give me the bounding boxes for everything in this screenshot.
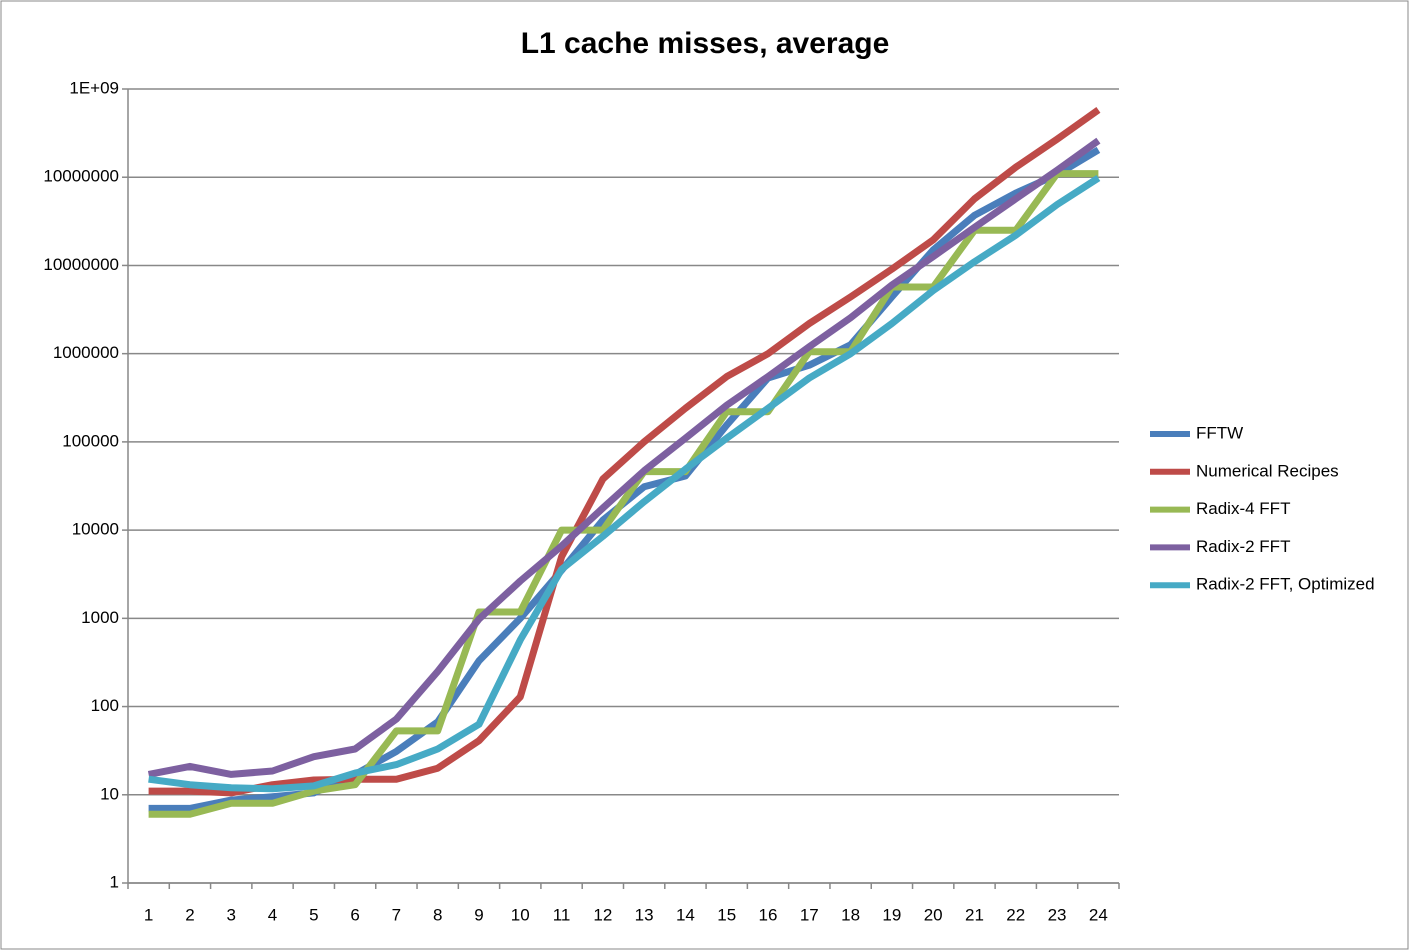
legend-label: Radix-2 FFT, Optimized [1196,575,1375,594]
x-tick-label: 4 [268,905,277,924]
x-tick-label: 2 [185,905,194,924]
series-line [147,137,1101,778]
x-tick-label: 6 [350,905,359,924]
chart-title: L1 cache misses, average [521,27,890,60]
y-tick-label: 10000 [72,520,119,539]
x-tick-label: 13 [635,905,654,924]
x-tick-label: 16 [759,905,778,924]
x-tick-label: 11 [553,905,571,924]
y-tick-label: 10 [100,784,119,803]
series-line [148,175,1101,793]
x-tick-label: 14 [676,905,695,924]
y-tick-label: 1000000 [53,343,119,362]
y-tick-label: 10000000 [43,167,119,186]
x-tick-label: 8 [433,905,442,924]
y-tick-label: 100 [91,696,119,715]
x-tick-label: 20 [924,905,943,924]
x-tick-label: 21 [965,905,984,924]
y-tick-label: 1 [110,872,119,891]
x-tick-label: 7 [392,905,401,924]
x-tick-label: 5 [309,905,318,924]
x-tick-label: 19 [882,905,901,924]
x-tick-label: 1 [144,905,153,924]
x-tick-label: 10 [511,905,530,924]
x-tick-label: 23 [1048,905,1067,924]
legend-label: Radix-2 FFT [1196,537,1290,556]
x-tick-label: 15 [717,905,736,924]
y-tick-label: 1000 [81,608,119,627]
y-tick-label: 1E+09 [69,78,119,97]
y-tick-label: 10000000 [43,255,119,274]
x-tick-label: 3 [226,905,235,924]
x-tick-label: 18 [841,905,860,924]
x-tick-label: 12 [593,905,612,924]
legend-label: Radix-4 FFT [1196,499,1290,518]
series-line [148,107,1101,797]
series-line [148,170,1099,818]
x-tick-label: 24 [1089,905,1108,924]
legend-label: FFTW [1196,423,1243,442]
x-tick-label: 22 [1006,905,1025,924]
x-tick-label: 9 [474,905,483,924]
y-tick-label: 100000 [62,431,119,450]
x-tick-label: 17 [800,905,819,924]
legend-label: Numerical Recipes [1196,461,1339,480]
